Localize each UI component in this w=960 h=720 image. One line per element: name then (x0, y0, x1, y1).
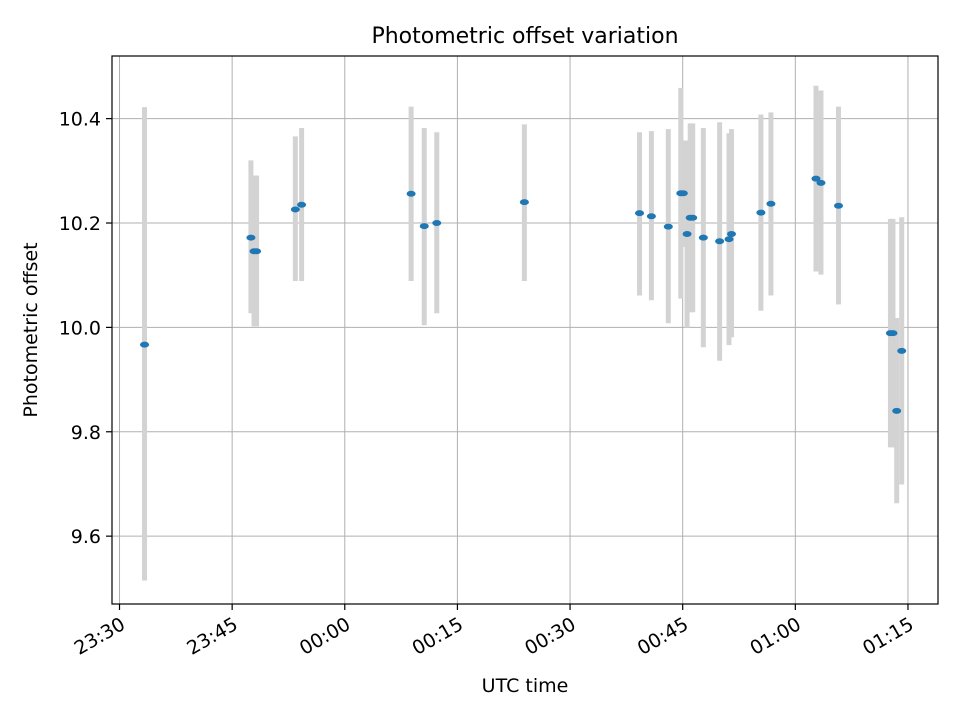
data-point (727, 230, 736, 237)
x-tick-label: 00:45 (634, 613, 692, 659)
data-point (663, 223, 673, 230)
y-tick-label: 10.2 (59, 213, 101, 235)
data-point (816, 179, 826, 186)
data-point (646, 213, 656, 220)
data-point (688, 214, 698, 221)
data-point (724, 236, 734, 243)
data-point (756, 209, 766, 216)
y-axis-ticks: 9.6 9.8 10.0 10.2 10.4 (59, 109, 112, 548)
data-point (635, 210, 645, 217)
data-point (432, 220, 442, 227)
plot-frame (111, 55, 939, 605)
y-tick-label: 10.0 (59, 317, 101, 339)
data-point (297, 201, 307, 208)
error-bars (142, 85, 905, 581)
data-point (892, 407, 902, 414)
x-tick-label: 00:00 (296, 613, 354, 659)
data-point (290, 206, 300, 213)
x-tick-label: 01:00 (746, 613, 804, 659)
chart-title: Photometric offset variation (371, 24, 678, 49)
x-tick-label: 00:30 (521, 613, 579, 659)
data-point (715, 238, 725, 245)
data-point (834, 202, 844, 209)
data-point (811, 175, 821, 182)
y-axis-label: Photometric offset (20, 242, 42, 417)
data-point (766, 200, 776, 207)
x-tick-label: 23:30 (71, 613, 129, 659)
data-point (246, 234, 256, 241)
y-tick-label: 10.4 (59, 109, 101, 131)
data-point (678, 190, 688, 197)
data-point (897, 347, 907, 354)
data-point (519, 199, 529, 206)
data-point (406, 190, 416, 197)
data-point (888, 330, 898, 337)
data-point (698, 234, 708, 241)
x-tick-label: 01:15 (859, 613, 917, 659)
y-tick-label: 9.6 (71, 526, 101, 548)
data-point (252, 248, 262, 255)
y-tick-label: 9.8 (71, 422, 101, 444)
data-point (140, 341, 150, 348)
x-axis-label: UTC time (482, 675, 569, 697)
x-tick-label: 23:45 (183, 613, 241, 659)
data-points (140, 175, 907, 414)
data-point (682, 230, 692, 237)
x-tick-label: 00:15 (408, 613, 466, 659)
x-axis-ticks: 23:30 23:45 00:00 00:15 00:30 00:45 01:00 01:15 (71, 604, 917, 660)
data-point (419, 223, 429, 230)
